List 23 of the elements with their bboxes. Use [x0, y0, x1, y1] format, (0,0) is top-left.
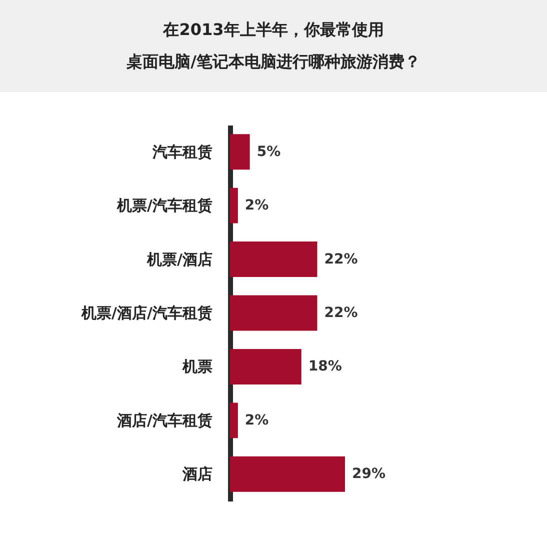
chart-subtitle: 桌面电脑/笔记本电脑进行哪种旅游消费？	[126, 51, 420, 73]
data-label: 5%	[256, 144, 281, 160]
data-label: 2%	[244, 412, 269, 428]
bar	[230, 456, 345, 492]
data-label: 22%	[324, 305, 358, 321]
y-tick-label: 机票	[182, 358, 212, 376]
chart-title: 在2013年上半年，你最常使用	[163, 19, 384, 41]
bar	[230, 188, 238, 224]
y-tick-label: 机票/酒店	[146, 250, 212, 268]
bar	[230, 402, 238, 438]
bar	[230, 348, 302, 384]
y-tick-label: 汽车租赁	[152, 142, 212, 161]
data-label: 22%	[324, 251, 358, 268]
y-tick-label: 机票/汽车租赁	[116, 196, 212, 215]
bar	[230, 134, 250, 170]
y-tick-label: 酒店	[182, 465, 212, 484]
data-label: 29%	[352, 466, 386, 482]
y-tick-label: 酒店/汽车租赁	[116, 411, 212, 430]
data-label: 2%	[244, 198, 269, 214]
y-tick-label: 机票/酒店/汽车租赁	[80, 304, 212, 322]
bar	[230, 242, 318, 278]
data-label: 18%	[308, 358, 342, 375]
bar	[230, 295, 318, 331]
